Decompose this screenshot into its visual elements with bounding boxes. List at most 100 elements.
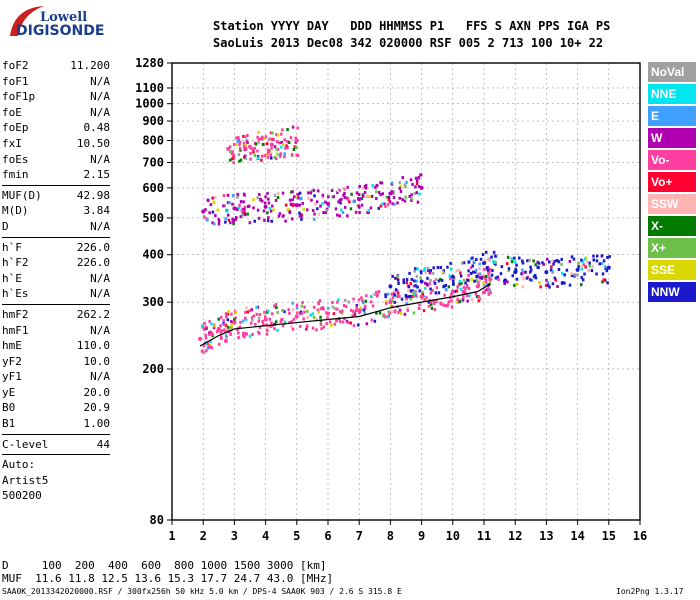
echo-dot xyxy=(479,257,483,261)
echo-dot xyxy=(545,278,548,282)
echo-dot xyxy=(232,161,235,165)
parameter-name: hmF1 xyxy=(2,323,29,337)
echo-dot xyxy=(247,204,251,208)
echo-dot xyxy=(312,305,316,309)
parameter-name: foF1 xyxy=(2,74,29,88)
echo-dot xyxy=(608,255,611,259)
echo-dot xyxy=(554,278,558,282)
echo-dot xyxy=(300,304,304,308)
echo-dot xyxy=(471,264,475,268)
echo-dot xyxy=(592,258,595,262)
echo-dot xyxy=(239,320,242,324)
echo-dot xyxy=(449,277,452,281)
data-point xyxy=(482,261,486,266)
echo-dot xyxy=(306,191,310,195)
echo-dot xyxy=(551,270,554,274)
echo-dot xyxy=(459,299,463,303)
echo-dot xyxy=(268,206,272,210)
echo-dot xyxy=(487,292,491,296)
echo-dot xyxy=(204,336,208,340)
echo-dot xyxy=(209,345,212,349)
echo-dot xyxy=(234,316,237,320)
echo-dot xyxy=(387,195,391,199)
echo-dot xyxy=(413,192,417,196)
echo-dot xyxy=(253,219,256,223)
echo-dot xyxy=(295,306,299,310)
echo-dot xyxy=(344,305,348,309)
echo-dot xyxy=(429,268,432,272)
echo-dot xyxy=(469,271,473,275)
echo-dot xyxy=(334,207,338,211)
echo-dot xyxy=(288,198,292,202)
echo-dot xyxy=(226,318,230,322)
echo-dot xyxy=(220,315,223,319)
data-point xyxy=(326,311,330,316)
echo-dot xyxy=(434,291,437,295)
echo-dot xyxy=(426,266,430,270)
echo-dot xyxy=(284,219,287,223)
echo-dot xyxy=(385,301,388,305)
echo-dot xyxy=(481,252,485,256)
echo-dot xyxy=(414,290,418,294)
echo-dot xyxy=(366,194,369,198)
echo-dot xyxy=(384,204,387,208)
echo-dot xyxy=(301,201,304,205)
echo-dot xyxy=(525,276,529,280)
echo-dot xyxy=(242,331,245,335)
echo-dot xyxy=(386,292,390,296)
echo-dot xyxy=(203,321,206,325)
x-tick-label: 7 xyxy=(356,529,363,543)
echo-dot xyxy=(442,269,445,273)
echo-dot xyxy=(217,219,221,223)
echo-dot xyxy=(496,275,500,279)
echo-dot xyxy=(462,291,465,295)
echo-dot xyxy=(281,308,284,312)
echo-dot xyxy=(552,262,555,266)
echo-dot xyxy=(322,325,326,329)
echo-dot xyxy=(267,216,270,220)
echo-dot xyxy=(442,303,445,307)
echo-dot xyxy=(358,184,361,188)
echo-dot xyxy=(267,138,271,142)
echo-dot xyxy=(292,195,296,199)
echo-dot xyxy=(354,210,358,214)
echo-dot xyxy=(239,215,242,219)
echo-dot xyxy=(486,257,490,261)
echo-dot xyxy=(534,276,538,280)
x-tick-label: 8 xyxy=(387,529,394,543)
echo-dot xyxy=(398,308,402,312)
legend-item: X+ xyxy=(648,238,696,258)
echo-dot xyxy=(546,283,550,287)
echo-dot xyxy=(324,210,328,214)
echo-dot xyxy=(393,293,396,297)
echo-dot xyxy=(244,332,248,336)
echo-dot xyxy=(295,145,298,149)
echo-dot xyxy=(446,303,450,307)
echo-dot xyxy=(553,259,556,263)
echo-dot xyxy=(236,328,239,332)
echo-dot xyxy=(244,316,247,320)
echo-dot xyxy=(414,185,417,189)
echo-dot xyxy=(546,281,550,285)
data-point xyxy=(544,270,549,275)
echo-dot xyxy=(213,222,216,226)
echo-dot xyxy=(494,254,497,258)
echo-dot xyxy=(529,265,532,269)
echo-dot xyxy=(405,281,409,285)
echo-dot xyxy=(242,192,246,196)
echo-dot xyxy=(207,345,211,349)
echo-dot xyxy=(408,294,412,298)
echo-dot xyxy=(500,265,504,269)
data-point xyxy=(294,203,299,208)
echo-dot xyxy=(252,198,255,202)
echo-dot xyxy=(298,191,302,195)
echo-dot xyxy=(340,208,343,212)
echo-dot xyxy=(467,260,471,264)
echo-dot xyxy=(238,143,241,147)
echo-dot xyxy=(415,274,419,278)
echo-dot xyxy=(521,285,525,289)
echo-dot xyxy=(467,269,470,273)
echo-dot xyxy=(332,312,336,316)
lowell-logo-swoosh xyxy=(10,6,44,36)
echo-dot xyxy=(313,202,317,206)
